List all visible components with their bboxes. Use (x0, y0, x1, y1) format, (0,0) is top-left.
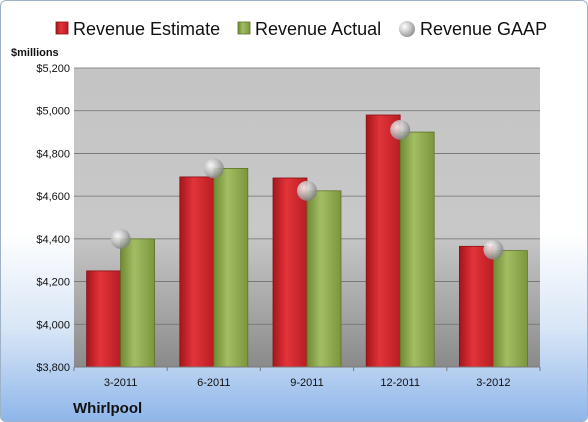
legend-marker-revenue-gaap (399, 21, 415, 37)
bars (86, 114, 528, 368)
marker-revenue-gaap-12-2011 (390, 119, 411, 140)
x-axis-ticks: 3-2011 6-2011 9-2011 12-2011 3-2012 (73, 367, 541, 389)
bar-revenue-actual-3-2012 (492, 250, 528, 368)
y-tick-label-4200: $4,200 (36, 277, 70, 289)
y-tick-label-5000: $5,000 (36, 106, 70, 118)
bar-revenue-estimate-6-2011 (179, 176, 215, 368)
x-tick-label-3-2011: 3-2011 (104, 377, 137, 389)
y-tick-label-3800: $3,800 (36, 362, 70, 374)
y-tick-label-4400: $4,400 (36, 234, 70, 246)
gaap-markers (110, 119, 504, 260)
legend-item-revenue-estimate: Revenue Estimate (55, 19, 220, 39)
marker-revenue-gaap-9-2011 (297, 180, 317, 201)
legend-label-revenue-actual: Revenue Actual (255, 19, 381, 39)
x-tick-label-12-2011: 12-2011 (380, 377, 420, 389)
y-tick-label-4800: $4,800 (36, 148, 70, 160)
bar-revenue-actual-6-2011 (213, 167, 249, 368)
legend-label-revenue-estimate: Revenue Estimate (73, 19, 220, 39)
legend-item-revenue-actual: Revenue Actual (237, 19, 381, 39)
x-tick-label-9-2011: 9-2011 (290, 377, 323, 389)
legend-swatch-revenue-actual (237, 21, 251, 35)
y-axis-ticks: $3,800 $4,000 $4,200 $4,400 $4,600 $4,800 $5,0… (36, 63, 70, 374)
bar-revenue-actual-12-2011 (399, 131, 435, 368)
bar-revenue-actual-3-2011 (120, 238, 155, 368)
bar-revenue-estimate-3-2011 (86, 270, 121, 368)
marker-revenue-gaap-6-2011 (203, 158, 224, 179)
bar-revenue-estimate-9-2011 (272, 177, 308, 368)
marker-revenue-gaap-3-2011 (110, 228, 131, 249)
bar-revenue-estimate-12-2011 (365, 114, 401, 368)
x-tick-label-6-2011: 6-2011 (197, 377, 230, 389)
legend-label-revenue-gaap: Revenue GAAP (420, 19, 547, 39)
bar-revenue-actual-9-2011 (306, 190, 342, 368)
legend: Revenue Estimate Revenue Actual Revenue … (55, 19, 547, 39)
x-tick-label-3-2012: 3-2012 (476, 377, 510, 389)
y-tick-label-4600: $4,600 (36, 191, 70, 203)
unit-label: $millions (11, 47, 59, 59)
bar-revenue-estimate-3-2012 (458, 245, 494, 368)
legend-item-revenue-gaap: Revenue GAAP (399, 19, 547, 39)
y-tick-label-5200: $5,200 (36, 63, 70, 75)
company-label: Whirlpool (73, 400, 142, 417)
y-tick-label-4000: $4,000 (36, 319, 70, 331)
marker-revenue-gaap-3-2012 (483, 239, 504, 260)
legend-swatch-revenue-estimate (55, 21, 69, 35)
